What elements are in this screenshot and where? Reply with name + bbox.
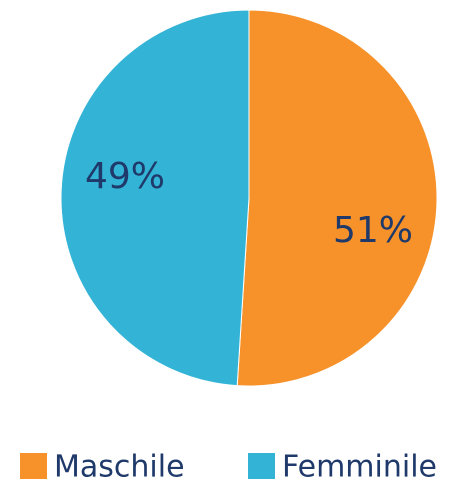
legend-text: Femminile [282, 450, 437, 482]
pie-slice [236, 9, 438, 387]
legend-swatch [248, 453, 275, 479]
pie-slice [60, 9, 250, 387]
data-label: 49% [85, 156, 165, 197]
legend-text: Maschile [54, 450, 185, 482]
data-label: 51% [333, 210, 413, 251]
legend-swatch [20, 453, 47, 479]
